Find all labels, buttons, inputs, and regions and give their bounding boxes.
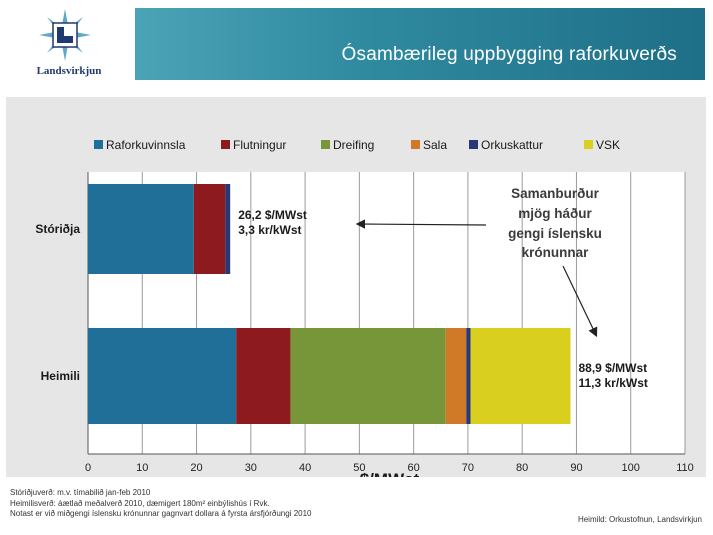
- annotation-text: Samanburður: [511, 186, 600, 201]
- x-tick-label: 0: [85, 462, 91, 474]
- stacked-bar-chart: 0 10 20 30 40 50 60 70 80 90 100 110 $/MWst Stóriðja 2…: [35, 138, 694, 489]
- footnote-line: Heimilisverð: áætlað meðalverð 2010, dæm…: [10, 498, 270, 508]
- bar-total-label: 88,9 $/MWst: [578, 361, 647, 375]
- bar-segment-orkuskattur: [225, 184, 231, 274]
- legend-swatch: [411, 140, 420, 149]
- annotation-arrow: [355, 219, 487, 229]
- legend-label: Raforkuvinnsla: [106, 138, 186, 152]
- bar-segment-sala: [445, 328, 467, 424]
- legend-label: VSK: [596, 138, 620, 152]
- bar-segment-flutningur: [236, 328, 291, 424]
- x-tick-label: 10: [136, 462, 148, 474]
- x-tick-label: 50: [353, 462, 365, 474]
- annotation-arrow: [562, 265, 598, 338]
- x-tick-label: 100: [622, 462, 640, 474]
- bar-segment-raforkuvinnsla: [88, 184, 194, 274]
- x-tick-label: 90: [570, 462, 582, 474]
- bar-segment-raforkuvinnsla: [88, 328, 237, 424]
- x-tick-label: 60: [408, 462, 420, 474]
- chart-panel: 0 10 20 30 40 50 60 70 80 90 100 110 $/MWst Stóriðja 2…: [6, 97, 706, 489]
- legend-swatch: [321, 140, 330, 149]
- x-tick-label: 70: [462, 462, 474, 474]
- legend-label: Orkuskattur: [481, 138, 543, 152]
- slide-title: Ósambærileg uppbygging raforkuverðs: [341, 44, 677, 65]
- bar-segment-dreifing: [290, 328, 446, 424]
- title-banner: Ósambærileg uppbygging raforkuverðs: [135, 8, 705, 80]
- source-note: Heimild: Orkustofnun, Landsvirkjun: [577, 515, 702, 524]
- legend-label: Flutningur: [233, 138, 286, 152]
- x-tick-label: 30: [245, 462, 257, 474]
- x-tick-label: 80: [516, 462, 528, 474]
- bar-total-label: 3,3 kr/kWst: [238, 223, 301, 237]
- bar-segment-flutningur: [193, 184, 226, 274]
- category-label: Heimili: [41, 369, 80, 383]
- annotation-text: gengi íslensku: [508, 226, 602, 241]
- footnote-line: Notast er við miðgengi íslensku krónunna…: [10, 509, 312, 518]
- legend-label: Sala: [423, 138, 447, 152]
- annotation-text: krónunnar: [522, 245, 590, 260]
- x-tick-label: 40: [299, 462, 311, 474]
- legend-swatch: [584, 140, 593, 149]
- legend-label: Dreifing: [333, 138, 374, 152]
- legend-swatch: [94, 140, 103, 149]
- x-axis-title: $/MWst: [360, 470, 420, 477]
- legend-swatch: [221, 140, 230, 149]
- category-label: Stóriðja: [35, 222, 80, 236]
- bar-total-label: 11,3 kr/kWst: [578, 376, 647, 390]
- bar-segment-orkuskattur: [466, 328, 471, 424]
- landsvirkjun-logo: Landsvirkjun: [10, 5, 120, 85]
- bar-total-label: 26,2 $/MWst: [238, 208, 307, 222]
- legend-swatch: [469, 140, 478, 149]
- slide-header: Landsvirkjun Ósambærileg uppbygging rafo…: [0, 0, 713, 90]
- footnote-line: Stóriðjuverð: m.v. tímabilið jan-feb 201…: [10, 488, 151, 497]
- annotation-text: mjög háður: [518, 206, 592, 221]
- footnotes: Stóriðjuverð: m.v. tímabilið jan-feb 201…: [10, 488, 710, 533]
- bar-segment-vsk: [470, 328, 571, 424]
- x-tick-label: 110: [676, 462, 694, 474]
- logo-mark-icon: [39, 9, 91, 61]
- x-tick-label: 20: [190, 462, 202, 474]
- logo-text: Landsvirkjun: [36, 65, 102, 77]
